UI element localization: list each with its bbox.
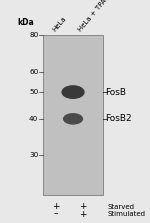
Text: HeLa: HeLa [52,15,68,32]
Bar [43,35,103,195]
Text: kDa: kDa [17,18,34,27]
Text: HeLa + TPA: HeLa + TPA [77,0,108,32]
Text: –: – [53,210,58,219]
Ellipse shape [63,113,83,125]
Text: 60: 60 [29,69,38,75]
Text: Stimulated: Stimulated [108,211,146,217]
Text: FosB2: FosB2 [105,114,132,123]
Text: FosB: FosB [105,88,126,97]
Text: +: + [80,202,87,211]
Text: +: + [52,202,59,211]
Ellipse shape [61,85,85,99]
Text: 40: 40 [29,116,38,122]
Text: +: + [80,210,87,219]
Text: Starved: Starved [108,204,135,210]
Text: 50: 50 [29,89,38,95]
Text: 80: 80 [29,32,38,37]
Text: 30: 30 [29,152,38,158]
